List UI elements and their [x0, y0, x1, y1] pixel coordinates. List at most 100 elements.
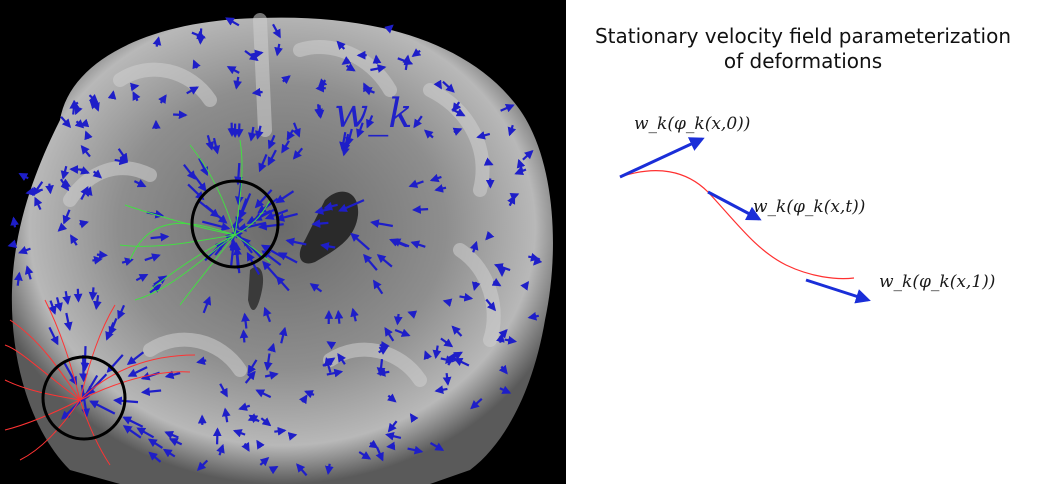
velocity-arrow-icon: [232, 429, 246, 438]
velocity-arrow-icon: [287, 432, 298, 441]
velocity-arrow-icon: [491, 278, 502, 287]
velocity-arrow-icon: [272, 23, 281, 39]
velocity-arrow-icon: [471, 281, 481, 292]
velocity-arrow-icon: [132, 91, 141, 102]
velocity-arrow-icon: [442, 80, 455, 93]
velocity-arrow-icon: [394, 328, 411, 337]
velocity-arrow-icon: [268, 465, 279, 475]
velocity-arrow-icon: [533, 256, 543, 266]
velocity-arrow-icon: [61, 394, 88, 420]
velocity-arrow-icon: [370, 64, 387, 73]
velocity-arrow-icon: [323, 201, 338, 211]
velocity-arrow-icon: [292, 122, 301, 138]
velocity-arrow-icon: [504, 335, 518, 345]
velocity-arrow-icon: [173, 110, 188, 120]
label-phi-xt: w_k(φ_k(x,t)): [753, 197, 866, 217]
velocity-arrow-icon: [74, 119, 85, 129]
velocity-arrow-icon: [69, 165, 85, 174]
velocity-arrow-icon: [84, 186, 93, 197]
velocity-arrow-icon: [263, 306, 272, 323]
velocity-arrow-icon: [434, 184, 447, 193]
velocity-arrow-icon: [228, 239, 238, 268]
velocity-arrow-icon: [429, 442, 445, 451]
velocity-arrow-icon: [106, 354, 124, 373]
velocity-arrow-icon: [127, 366, 148, 377]
velocity-arrow-icon: [264, 371, 279, 380]
velocity-arrow-icon: [275, 275, 290, 292]
velocity-arrow-icon: [122, 416, 144, 428]
velocity-arrow-icon: [386, 441, 396, 451]
red-region-circle: [41, 355, 127, 441]
velocity-arrow-t0: [619, 137, 705, 179]
velocity-arrow-icon: [92, 295, 102, 311]
velocity-arrow-icon: [385, 431, 402, 441]
velocity-arrow-icon: [296, 463, 308, 477]
velocity-arrow-icon: [255, 125, 264, 140]
velocity-arrow-icon: [275, 190, 295, 204]
velocity-arrow-icon: [412, 205, 429, 214]
velocity-arrow-icon: [509, 192, 520, 202]
velocity-arrow-icon: [241, 312, 250, 329]
velocity-arrow-icon: [516, 158, 526, 172]
velocity-arrow-icon: [235, 198, 248, 226]
velocity-arrow-icon: [372, 54, 382, 64]
velocity-arrow-icon: [498, 364, 508, 375]
velocity-arrow-icon: [324, 357, 333, 373]
velocity-arrow-icon: [198, 157, 209, 176]
velocity-arrow-icon: [411, 48, 422, 58]
velocity-arrow-icon: [241, 442, 250, 452]
velocity-arrow-icon: [45, 183, 54, 195]
velocity-arrow-icon: [10, 216, 20, 228]
velocity-arrow-icon: [423, 129, 434, 139]
velocity-arrow-icon: [92, 255, 103, 265]
trajectory-svg: [619, 137, 871, 304]
velocity-arrow-icon: [202, 295, 212, 314]
velocity-arrow-icon: [408, 179, 424, 188]
velocity-arrow-icon: [350, 307, 359, 322]
velocity-arrow-icon: [62, 361, 78, 386]
velocity-arrow-icon: [73, 288, 83, 303]
velocity-arrow-icon: [32, 181, 44, 197]
velocity-arrow-t1: [805, 278, 871, 304]
velocity-arrow-icon: [122, 425, 142, 439]
velocity-arrow-icon: [433, 79, 442, 90]
velocity-arrow-icon: [48, 300, 57, 315]
velocity-arrow-icon: [363, 253, 378, 271]
velocity-arrow-icon: [136, 427, 155, 439]
velocity-arrow-icon: [107, 90, 117, 100]
ventricle: [248, 266, 264, 311]
velocity-arrow-icon: [407, 310, 418, 319]
velocity-arrow-icon: [358, 451, 372, 460]
velocity-arrow-icon: [129, 82, 140, 92]
velocity-arrow-icon: [384, 327, 395, 342]
velocity-arrow-icon: [338, 199, 365, 212]
velocity-arrow-icon: [24, 265, 34, 280]
velocity-arrow-icon: [277, 252, 298, 264]
velocity-arrow-icon: [366, 115, 375, 129]
velocity-arrow-icon: [244, 50, 259, 62]
velocity-arrow-icon: [226, 66, 240, 75]
velocity-arrow-icon: [168, 438, 183, 447]
velocity-arrow-icon: [196, 28, 206, 45]
velocity-arrow-icon: [292, 147, 304, 160]
velocity-arrow-icon: [89, 400, 116, 415]
velocity-arrow-icon: [311, 219, 329, 228]
velocity-arrow-icon: [423, 350, 432, 361]
velocity-arrow-icon: [202, 220, 231, 231]
velocity-arrow-icon: [345, 63, 356, 72]
velocity-arrow-icon: [259, 457, 270, 467]
velocity-arrow-icon: [60, 116, 72, 129]
velocity-arrow-icon: [275, 212, 298, 222]
velocity-arrow-icon: [91, 101, 100, 112]
velocity-arrow-icon: [255, 389, 272, 399]
velocity-arrow-icon: [309, 283, 323, 293]
velocity-arrow-icon: [326, 341, 337, 350]
velocity-arrow-icon: [451, 108, 466, 117]
velocity-arrow-icon: [69, 100, 79, 115]
velocity-arrow-icon: [80, 145, 91, 158]
brain-mri-svg: [4, 13, 553, 484]
velocity-arrow-icon: [413, 115, 423, 129]
velocity-arrow-icon: [527, 311, 540, 321]
velocity-arrow-icon: [186, 86, 199, 95]
velocity-arrow-icon: [356, 122, 365, 139]
